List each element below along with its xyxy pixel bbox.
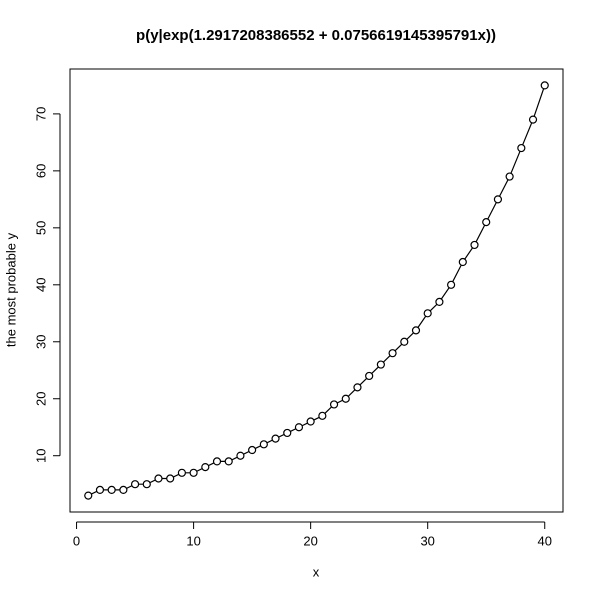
data-point <box>248 445 257 455</box>
plot-box <box>69 68 564 513</box>
data-point <box>224 457 233 466</box>
data-point <box>201 463 210 472</box>
x-tick-label: 0 <box>73 533 80 548</box>
data-point <box>447 280 456 289</box>
data-point <box>528 115 538 124</box>
x-tick-label: 40 <box>538 533 552 548</box>
y-axis-label: the most probable y <box>3 232 18 347</box>
data-point <box>306 417 315 426</box>
data-point <box>353 383 362 392</box>
data-point <box>212 457 222 466</box>
x-axis-label: x <box>313 564 320 579</box>
data-point <box>365 371 374 381</box>
data-point <box>411 326 421 335</box>
data-point <box>400 337 409 346</box>
y-tick-label: 60 <box>33 164 48 178</box>
data-point <box>505 172 514 181</box>
y-tick-label: 40 <box>33 278 48 292</box>
data-point <box>95 485 105 494</box>
data-point <box>458 257 467 267</box>
y-tick-label: 50 <box>33 221 48 235</box>
chart-title: p(y|exp(1.2917208386552 + 0.075661914539… <box>136 27 496 44</box>
data-point <box>84 491 93 500</box>
data-point <box>470 240 479 250</box>
data-line <box>87 85 546 497</box>
data-point <box>388 349 397 358</box>
data-point <box>107 485 116 494</box>
data-point <box>294 423 304 432</box>
data-point <box>540 81 549 90</box>
x-tick-label: 20 <box>303 533 317 548</box>
data-point <box>423 309 432 318</box>
y-tick-label: 10 <box>33 448 48 462</box>
data-point <box>259 440 268 449</box>
data-point <box>493 195 503 204</box>
x-tick-label: 30 <box>420 533 434 548</box>
y-tick-label: 30 <box>33 335 48 349</box>
data-point <box>283 428 292 438</box>
data-point <box>271 434 280 443</box>
data-point <box>517 143 526 153</box>
data-point <box>435 297 444 306</box>
data-point <box>236 451 245 460</box>
data-point <box>189 468 198 477</box>
y-tick-label: 70 <box>33 107 48 121</box>
data-point <box>341 394 350 403</box>
data-point <box>329 400 339 409</box>
data-point <box>482 218 491 227</box>
data-point <box>177 468 186 477</box>
data-point <box>318 411 327 420</box>
data-point <box>154 474 163 483</box>
y-tick-label: 20 <box>33 392 48 406</box>
data-point <box>376 360 385 369</box>
data-point <box>130 480 140 489</box>
x-tick-label: 10 <box>186 533 200 548</box>
data-point <box>119 485 128 494</box>
data-point <box>142 480 151 489</box>
data-point <box>166 474 175 483</box>
